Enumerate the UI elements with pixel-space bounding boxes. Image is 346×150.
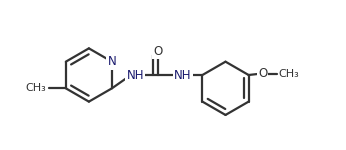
Text: CH₃: CH₃ — [26, 83, 46, 93]
Text: N: N — [108, 55, 116, 68]
Text: O: O — [258, 67, 267, 80]
Text: NH: NH — [174, 69, 192, 81]
Text: NH: NH — [126, 69, 144, 81]
Text: CH₃: CH₃ — [278, 69, 299, 79]
Text: O: O — [153, 45, 162, 58]
